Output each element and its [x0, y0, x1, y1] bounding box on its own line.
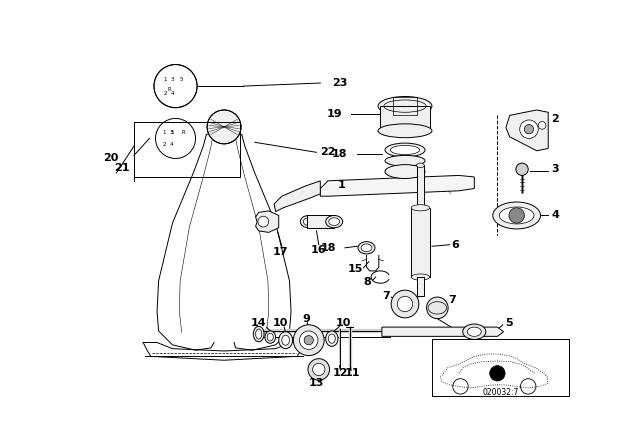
Ellipse shape	[467, 327, 481, 336]
Text: 16: 16	[311, 245, 326, 255]
Text: 11: 11	[345, 368, 360, 378]
Bar	[432, 339, 569, 396]
Circle shape	[312, 363, 325, 375]
Text: 5: 5	[171, 130, 174, 135]
Text: 18: 18	[332, 149, 348, 159]
Polygon shape	[382, 327, 504, 336]
Text: 19: 19	[326, 109, 342, 119]
Text: 12: 12	[333, 368, 348, 378]
Circle shape	[391, 290, 419, 318]
Circle shape	[300, 331, 318, 349]
Bar	[134, 121, 240, 177]
Polygon shape	[255, 211, 279, 233]
Ellipse shape	[411, 274, 429, 280]
Text: 5: 5	[505, 318, 513, 328]
Text: 7: 7	[382, 291, 390, 302]
Text: 10: 10	[273, 318, 288, 328]
Circle shape	[397, 296, 413, 312]
Text: 8: 8	[364, 277, 371, 287]
Ellipse shape	[499, 207, 534, 224]
Circle shape	[308, 359, 330, 380]
Ellipse shape	[255, 329, 262, 339]
Text: 9: 9	[303, 314, 310, 324]
Circle shape	[452, 379, 468, 394]
Circle shape	[304, 336, 314, 345]
Circle shape	[427, 297, 448, 319]
Text: 020032:7: 020032:7	[483, 388, 518, 397]
Text: 6: 6	[451, 240, 459, 250]
Text: 18: 18	[320, 243, 336, 253]
Circle shape	[156, 118, 196, 159]
Ellipse shape	[417, 163, 424, 168]
Text: 2: 2	[551, 114, 559, 124]
Ellipse shape	[326, 331, 338, 346]
Circle shape	[293, 325, 324, 356]
Circle shape	[524, 125, 534, 134]
Bar	[417, 277, 424, 296]
Text: 15: 15	[348, 264, 363, 274]
Text: 21: 21	[114, 163, 129, 173]
Ellipse shape	[303, 218, 314, 225]
Ellipse shape	[378, 96, 432, 116]
Ellipse shape	[267, 333, 273, 341]
Text: 3: 3	[551, 164, 559, 174]
Text: 20: 20	[103, 153, 118, 163]
Text: R: R	[168, 87, 172, 92]
Text: 2  4: 2 4	[164, 91, 175, 96]
Circle shape	[538, 121, 546, 129]
Text: 1  3: 1 3	[164, 78, 175, 82]
Ellipse shape	[358, 241, 375, 254]
Text: 1  3: 1 3	[163, 130, 174, 135]
Text: 10: 10	[336, 318, 351, 328]
Ellipse shape	[385, 143, 425, 157]
Ellipse shape	[385, 155, 425, 166]
Circle shape	[520, 379, 536, 394]
Text: 1: 1	[337, 180, 345, 190]
Circle shape	[490, 366, 505, 381]
Ellipse shape	[361, 244, 372, 252]
Text: 23: 23	[332, 78, 348, 88]
Ellipse shape	[328, 334, 335, 343]
Text: 17: 17	[273, 247, 288, 258]
Text: R: R	[181, 130, 185, 135]
Bar	[417, 165, 424, 208]
Ellipse shape	[253, 326, 264, 342]
Ellipse shape	[326, 215, 342, 228]
Ellipse shape	[378, 124, 432, 138]
Ellipse shape	[300, 215, 317, 228]
Polygon shape	[320, 176, 474, 196]
Circle shape	[207, 110, 241, 144]
Bar	[307, 215, 334, 228]
Text: 22: 22	[320, 146, 336, 156]
Bar	[380, 106, 429, 131]
Ellipse shape	[265, 331, 276, 343]
Text: 4: 4	[551, 211, 559, 220]
Circle shape	[516, 163, 528, 176]
Text: 7: 7	[448, 295, 456, 305]
Polygon shape	[274, 181, 320, 211]
Ellipse shape	[329, 218, 340, 225]
Bar	[394, 97, 417, 116]
Ellipse shape	[390, 146, 420, 155]
Text: 14: 14	[251, 318, 266, 328]
Ellipse shape	[463, 324, 486, 340]
Text: 5: 5	[180, 78, 184, 82]
Circle shape	[509, 208, 524, 223]
Polygon shape	[506, 110, 548, 151]
Circle shape	[154, 65, 197, 108]
Circle shape	[258, 216, 269, 227]
Ellipse shape	[282, 335, 289, 345]
Text: 13: 13	[308, 378, 324, 388]
Text: 2  4: 2 4	[163, 142, 174, 147]
Ellipse shape	[385, 165, 425, 178]
Ellipse shape	[493, 202, 541, 229]
Bar	[411, 208, 429, 277]
Circle shape	[520, 120, 538, 138]
Ellipse shape	[411, 205, 429, 211]
Ellipse shape	[279, 332, 292, 349]
